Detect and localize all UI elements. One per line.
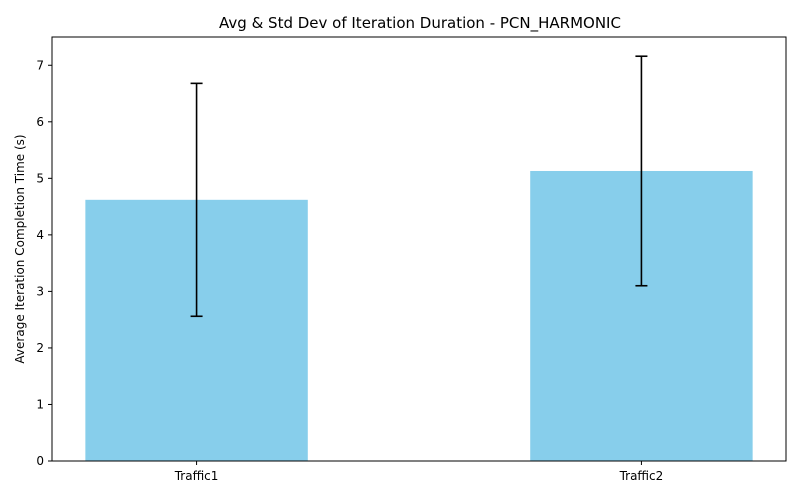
plot-area: Traffic1 Traffic2 0 1 2 3 4 5 6 7 (36, 55, 753, 483)
y-tick-label: 5 (36, 171, 44, 185)
y-tick-label: 7 (36, 58, 44, 72)
y-tick-label: 4 (36, 228, 44, 242)
y-tick-label: 1 (36, 397, 44, 411)
y-axis-label: Average Iteration Completion Time (s) (13, 134, 27, 363)
x-tick-label-traffic1: Traffic1 (174, 469, 219, 483)
y-tick-label: 6 (36, 115, 44, 129)
x-tick-label-traffic2: Traffic2 (619, 469, 664, 483)
chart-title: Avg & Std Dev of Iteration Duration - PC… (219, 14, 621, 33)
axes-frame (51, 36, 787, 462)
y-tick-label: 2 (36, 341, 44, 355)
y-tick-label: 0 (36, 454, 44, 468)
y-tick-label: 3 (36, 284, 44, 298)
